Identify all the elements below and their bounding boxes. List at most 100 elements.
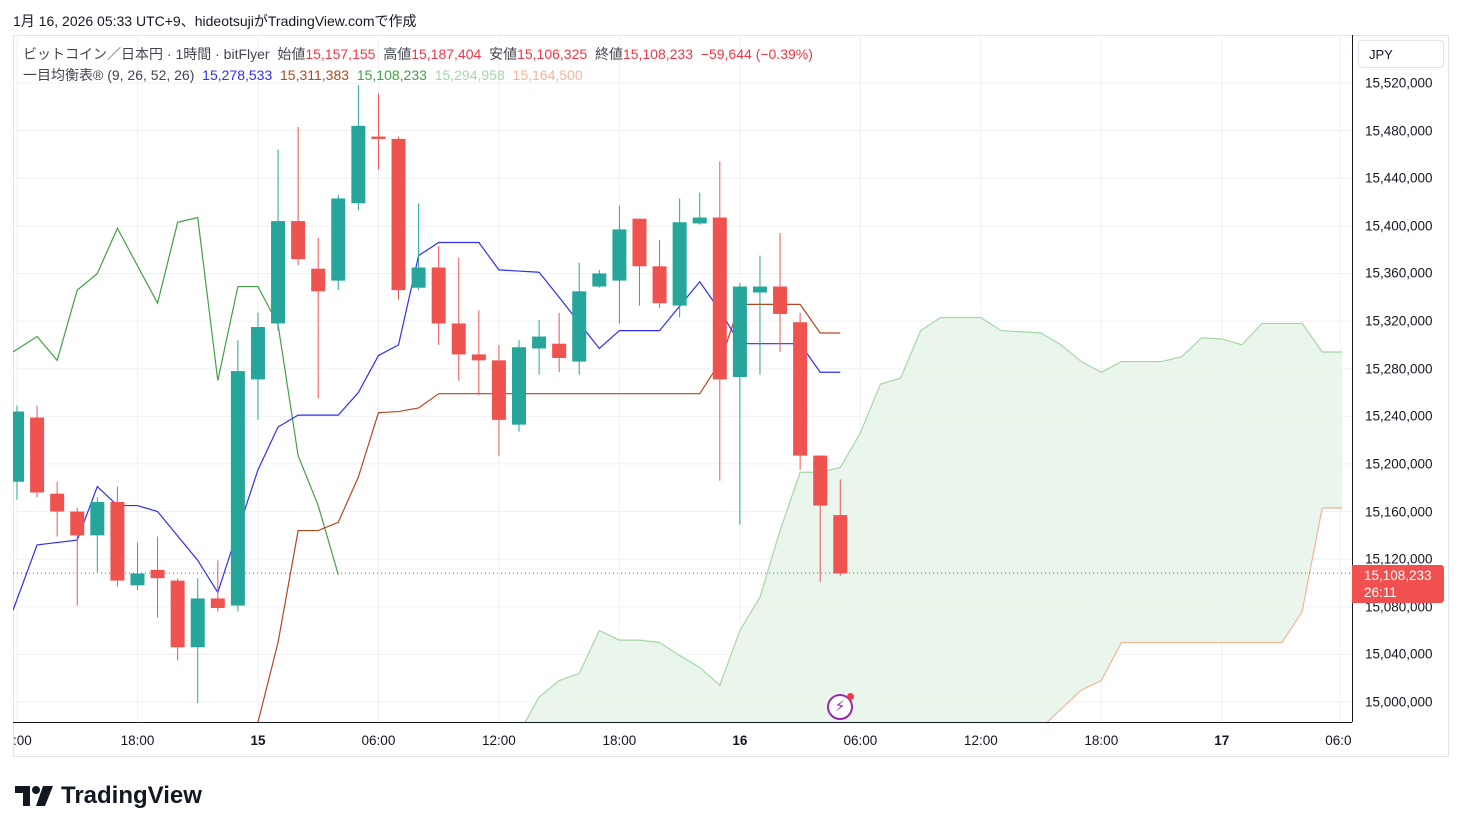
senkou-span-a-line	[524, 316, 1343, 722]
candle-body	[210, 598, 225, 608]
candle-body	[672, 222, 687, 306]
chart-legend: ビットコイン／日本円 · 1時間 · bitFlyer 始値15,157,155…	[23, 44, 813, 86]
candle-body	[712, 217, 727, 380]
price-tick-label: 15,400,000	[1365, 218, 1433, 234]
candle	[532, 319, 547, 375]
time-tick-label: :00	[13, 733, 32, 748]
candle-body	[391, 138, 406, 291]
senkou-b-value: 15,164,500	[512, 67, 583, 83]
candle-body	[471, 354, 486, 361]
candle-body	[652, 266, 667, 304]
candle	[250, 312, 265, 420]
candle-body	[331, 198, 346, 281]
price-tick-label: 15,440,000	[1365, 170, 1433, 186]
candle	[371, 93, 386, 170]
chart-svg	[13, 35, 1352, 722]
candle	[692, 192, 707, 225]
price-tick-label: 15,120,000	[1365, 551, 1433, 567]
time-tick-label: 06:00	[361, 733, 396, 748]
price-tick-label: 15,040,000	[1365, 646, 1433, 662]
low-label: 安値	[489, 46, 518, 62]
candle-body	[190, 598, 205, 648]
candle	[672, 198, 687, 318]
chart-caption: 1月 16, 2026 05:33 UTC+9、hideotsujiがTradi…	[13, 13, 417, 29]
bar-countdown: 26:11	[1364, 585, 1397, 600]
tradingview-logo[interactable]: TradingView	[15, 782, 202, 810]
candle	[652, 240, 667, 308]
high-label: 高値	[383, 46, 412, 62]
candle	[632, 218, 647, 306]
candle-body	[813, 455, 828, 506]
candle-body	[572, 291, 587, 362]
candle-body	[632, 218, 647, 267]
price-tick-label: 15,280,000	[1365, 361, 1433, 377]
candle-body	[773, 286, 788, 314]
chikou-span-line	[13, 216, 339, 575]
candle	[512, 340, 526, 432]
currency-button[interactable]: JPY	[1358, 40, 1444, 68]
chart-frame	[13, 35, 1449, 757]
price-tick-label: 15,000,000	[1365, 694, 1433, 710]
symbol-label[interactable]: ビットコイン／日本円 · 1時間 · bitFlyer	[23, 46, 270, 62]
candle	[90, 497, 105, 573]
candle-body	[70, 511, 85, 536]
price-tick-label: 15,320,000	[1365, 313, 1433, 329]
time-tick-label: 15	[250, 733, 266, 748]
candle	[833, 479, 848, 576]
candle-body	[130, 573, 145, 586]
candle-body	[793, 322, 808, 456]
candle	[351, 85, 366, 211]
candle-body	[451, 323, 466, 355]
candle	[230, 340, 245, 612]
candle-body	[592, 273, 607, 287]
candle-body	[491, 360, 506, 420]
open-label: 始値	[277, 46, 306, 62]
candle-body	[532, 336, 547, 349]
candle	[572, 262, 587, 375]
candle-body	[692, 217, 707, 224]
last-price-value: 15,108,233	[1364, 568, 1432, 583]
low-value: 15,106,325	[517, 46, 588, 62]
candle	[170, 578, 185, 661]
ichimoku-cloud	[525, 317, 1343, 722]
candle	[773, 232, 788, 353]
candle	[712, 161, 727, 481]
open-value: 15,157,155	[305, 46, 376, 62]
candle-body	[50, 493, 65, 512]
candle-body	[351, 125, 366, 204]
chart-plot-area[interactable]	[13, 35, 1352, 722]
candle-body	[230, 371, 245, 606]
candle	[552, 312, 567, 373]
indicator-label[interactable]: 一目均衡表® (9, 26, 52, 26)	[23, 67, 195, 83]
time-tick-label: 06:0	[1325, 733, 1352, 748]
candle-body	[271, 221, 286, 324]
tenkan-value: 15,278,533	[202, 67, 273, 83]
legend-indicator-row: 一目均衡表® (9, 26, 52, 26) 15,278,533 15,311…	[23, 65, 813, 86]
time-tick-label: 18:00	[1084, 733, 1119, 748]
change-value: −59,644 (−0.39%)	[700, 46, 813, 62]
candle	[271, 149, 286, 331]
time-axis[interactable]: :00 18:00 15 06:00 12:00 18:00 16 06:00 12:00 18:…	[13, 722, 1352, 757]
time-tick-label: 18:00	[602, 733, 637, 748]
candle-body	[552, 343, 567, 358]
candle-body	[371, 136, 386, 139]
time-tick-label: 06:00	[843, 733, 878, 748]
high-value: 15,187,404	[411, 46, 482, 62]
time-tick-label: 12:00	[482, 733, 516, 748]
price-axis[interactable]: 15,000,000 15,040,000 15,080,000 15,120,000…	[1352, 35, 1449, 722]
candle	[291, 127, 306, 266]
lightning-icon[interactable]: ⚡	[827, 693, 854, 720]
time-tick-label: 12:00	[963, 733, 998, 748]
candle	[431, 246, 446, 345]
price-tick-label: 15,200,000	[1365, 456, 1433, 472]
time-tick-label: 18:00	[120, 733, 155, 748]
candle-body	[612, 229, 627, 281]
candle-body	[411, 267, 426, 288]
candle-body	[752, 286, 767, 293]
candle-body	[291, 221, 306, 260]
tenkan-sen-line	[13, 241, 841, 611]
candle	[210, 560, 225, 612]
candle	[391, 136, 406, 300]
senkou-span-b-line	[1046, 507, 1343, 722]
candle	[752, 255, 767, 375]
